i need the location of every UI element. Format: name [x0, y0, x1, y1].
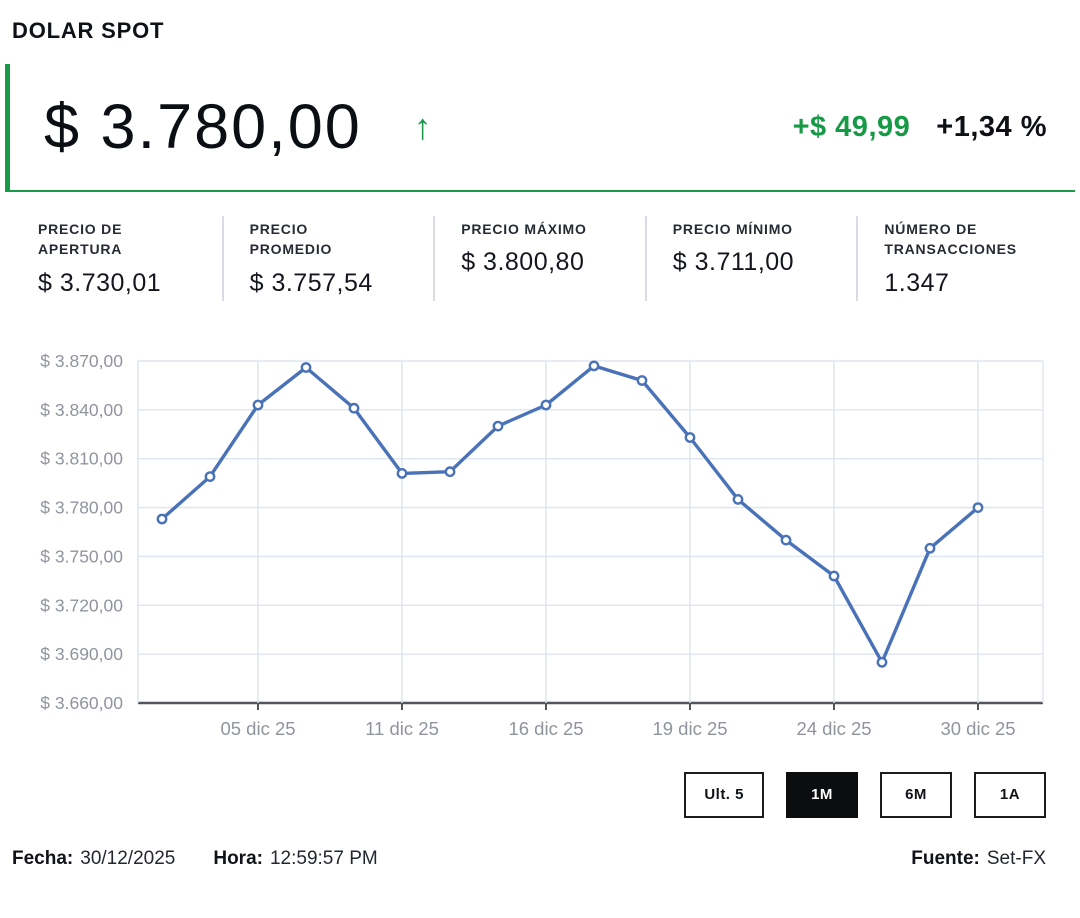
svg-text:11 dic 25: 11 dic 25 [365, 718, 439, 739]
svg-text:$ 3.660,00: $ 3.660,00 [40, 693, 123, 713]
price-change-percent: +1,34 % [936, 110, 1047, 143]
svg-text:$ 3.690,00: $ 3.690,00 [40, 644, 123, 664]
current-price: $ 3.780,00 [44, 92, 362, 162]
svg-text:30 dic 25: 30 dic 25 [940, 718, 1015, 739]
svg-text:$ 3.780,00: $ 3.780,00 [40, 497, 123, 517]
hora-value: 12:59:57 PM [269, 847, 378, 869]
stat-precio-promedio: PRECIO PROMEDIO $ 3.757,54 [221, 216, 434, 301]
range-selector: Ult. 5 1M 6M 1A [0, 771, 1080, 818]
stat-label: PRECIO PROMEDIO [249, 221, 333, 258]
range-button-1a[interactable]: 1A [974, 771, 1046, 818]
hora-label: Hora: [213, 847, 263, 869]
daily-stats-row: PRECIO DE APERTURA $ 3.730,01 PRECIO PRO… [0, 216, 1080, 301]
svg-text:$ 3.870,00: $ 3.870,00 [40, 351, 123, 371]
fecha-value: 30/12/2025 [80, 847, 176, 869]
up-arrow-icon: ↑ [413, 106, 432, 147]
price-change-absolute: +$ 49,99 [792, 110, 911, 143]
svg-text:$ 3.840,00: $ 3.840,00 [40, 399, 123, 419]
stat-precio-minimo: PRECIO MÍNIMO $ 3.711,00 [644, 216, 857, 301]
svg-text:05 dic 25: 05 dic 25 [220, 718, 295, 739]
dolar-spot-panel: DOLAR SPOT $ 3.780,00 ↑ +$ 49,99 +1,34 %… [0, 18, 1080, 918]
stat-value: $ 3.730,01 [38, 268, 162, 297]
stat-value: 1.347 [884, 268, 950, 297]
fuente-value: Set-FX [986, 847, 1046, 869]
footer-fecha: Fecha: 30/12/2025 [12, 848, 175, 870]
stat-label: PRECIO MÁXIMO [461, 221, 587, 237]
footer-hora: Hora: 12:59:57 PM [213, 848, 377, 870]
stat-label: PRECIO MÍNIMO [672, 221, 793, 237]
svg-text:$ 3.720,00: $ 3.720,00 [40, 595, 123, 615]
stat-value: $ 3.757,54 [249, 268, 373, 297]
price-line-chart-svg: $ 3.870,00 $ 3.840,00 $ 3.810,00 $ 3.780,00… [40, 351, 1044, 739]
range-button-1m[interactable]: 1M [786, 771, 858, 818]
range-button-6m[interactable]: 6M [880, 771, 952, 818]
stat-value: $ 3.711,00 [672, 248, 795, 277]
fecha-label: Fecha: [12, 847, 74, 869]
stat-precio-maximo: PRECIO MÁXIMO $ 3.800,80 [433, 216, 645, 301]
fuente-label: Fuente: [911, 847, 980, 869]
page-title: DOLAR SPOT [12, 18, 165, 43]
stat-label: NÚMERO DE TRANSACCIONES [884, 221, 1017, 258]
stat-value: $ 3.800,80 [461, 248, 585, 277]
stat-precio-apertura: PRECIO DE APERTURA $ 3.730,01 [12, 216, 222, 301]
stat-label: PRECIO DE APERTURA [38, 221, 123, 258]
svg-text:$ 3.750,00: $ 3.750,00 [40, 546, 123, 566]
svg-text:19 dic 25: 19 dic 25 [652, 718, 727, 739]
footer-fuente: Fuente: Set-FX [911, 848, 1068, 870]
stat-numero-transacciones: NÚMERO DE TRANSACCIONES 1.347 [856, 216, 1068, 301]
footer-bar: Fecha: 30/12/2025 Hora: 12:59:57 PM Fuen… [0, 848, 1080, 870]
svg-text:$ 3.810,00: $ 3.810,00 [40, 448, 123, 468]
range-button-ult5[interactable]: Ult. 5 [684, 771, 764, 818]
current-quote-box: $ 3.780,00 ↑ +$ 49,99 +1,34 % [5, 64, 1075, 192]
price-history-chart: $ 3.870,00 $ 3.840,00 $ 3.810,00 $ 3.780,00… [10, 341, 1080, 746]
svg-text:24 dic 25: 24 dic 25 [796, 718, 871, 739]
svg-text:16 dic 25: 16 dic 25 [508, 718, 583, 739]
